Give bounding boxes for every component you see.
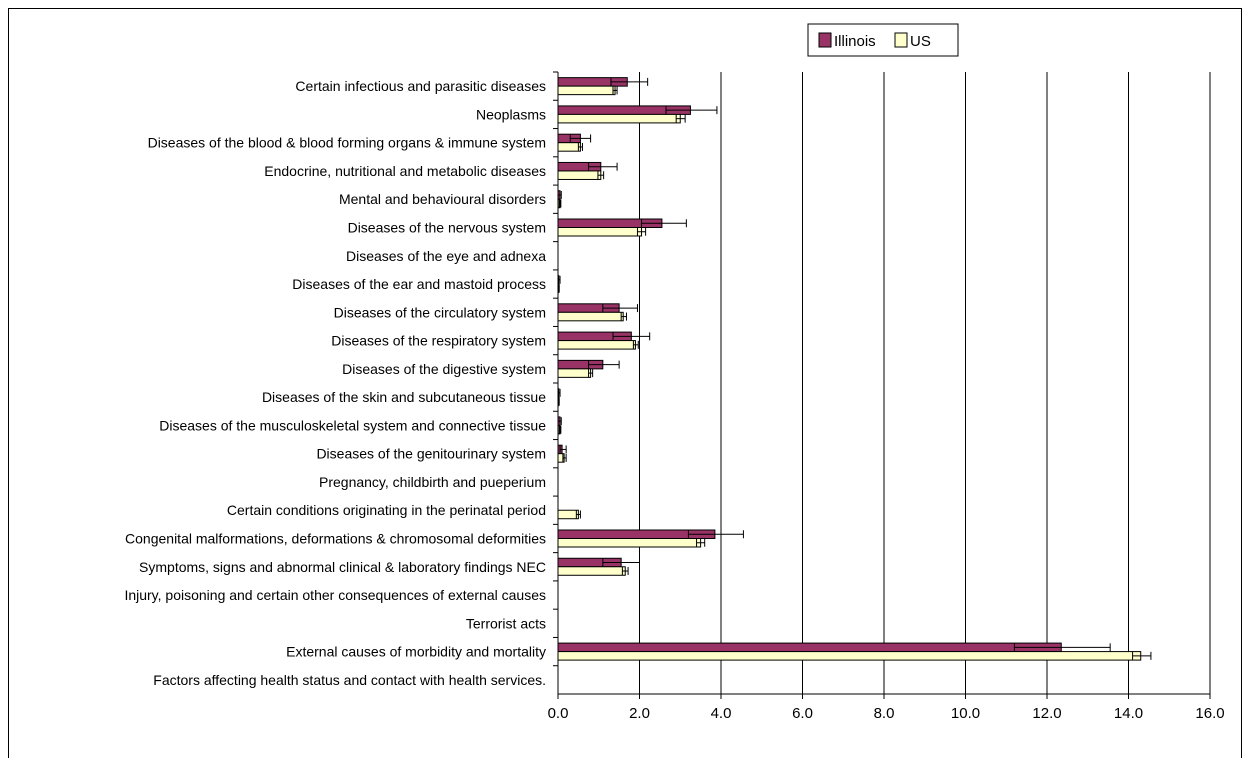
bar-us (557, 509, 579, 520)
category-label: Diseases of the circulatory system (334, 304, 546, 320)
x-tick-label: 10.0 (951, 705, 980, 722)
x-tick-label: 8.0 (874, 705, 895, 722)
bar-us (557, 538, 702, 548)
bar-illinois (557, 642, 1062, 653)
x-tick-label: 0.0 (548, 705, 569, 722)
x-tick-labels: 0.0 2.0 4.0 6.0 8.0 10.0 12.0 14.0 16.0 (548, 705, 1225, 722)
category-label: Diseases of the nervous system (348, 220, 546, 236)
category-label: Mental and behavioural disorders (339, 191, 546, 207)
x-tick-label: 16.0 (1195, 705, 1224, 722)
axes (553, 71, 1211, 699)
category-label: Symptoms, signs and abnormal clinical & … (139, 559, 546, 575)
x-tick-label: 12.0 (1032, 705, 1061, 722)
category-label: Certain conditions originating in the pe… (227, 502, 546, 518)
x-tick-label: 6.0 (792, 705, 813, 722)
category-label: Diseases of the digestive system (342, 361, 546, 377)
bar-us (557, 170, 602, 180)
bar-us (557, 311, 624, 322)
gridlines (639, 72, 1211, 694)
category-label: Diseases of the respiratory system (331, 333, 546, 349)
category-label: Injury, poisoning and certain other cons… (124, 587, 546, 603)
chart-frame (8, 8, 1242, 758)
legend-box (807, 23, 959, 57)
bar-us (557, 368, 592, 378)
x-tick-label: 4.0 (711, 705, 732, 722)
error-bars (557, 77, 1152, 660)
legend-swatch-illinois (818, 32, 832, 48)
bar-us (557, 85, 616, 96)
category-label: Diseases of the eye and adnexa (346, 248, 546, 264)
legend-label-illinois: Illinois (834, 33, 876, 50)
category-label: Neoplasms (476, 106, 546, 122)
legend-swatch-us (894, 32, 908, 48)
category-label: Factors affecting health status and cont… (153, 672, 546, 688)
category-label: Endocrine, nutritional and metabolic dis… (264, 163, 546, 179)
legend-label-us: US (910, 33, 931, 50)
legend: Illinois US (807, 23, 959, 57)
category-labels: Certain infectious and parasitic disease… (124, 78, 546, 688)
bars (557, 77, 1142, 661)
category-label: Diseases of the musculoskeletal system a… (159, 417, 546, 433)
x-tick-label: 2.0 (629, 705, 650, 722)
category-label: Certain infectious and parasitic disease… (295, 78, 546, 94)
category-label: External causes of morbidity and mortali… (286, 644, 546, 660)
category-label: Diseases of the skin and subcutaneous ti… (262, 389, 546, 405)
bar-us (557, 566, 626, 576)
bar-us (557, 340, 636, 350)
category-label: Diseases of the genitourinary system (316, 446, 546, 462)
bar-us (557, 113, 681, 124)
bar-us (557, 651, 1142, 661)
category-label: Congenital malformations, deformations &… (125, 531, 546, 547)
category-label: Diseases of the blood & blood forming or… (148, 135, 546, 151)
bar-us (557, 142, 581, 152)
bar-us (557, 227, 643, 237)
category-label: Pregnancy, childbirth and pueperium (319, 474, 546, 490)
category-label: Terrorist acts (466, 615, 546, 631)
x-tick-label: 14.0 (1114, 705, 1143, 722)
category-label: Diseases of the ear and mastoid process (292, 276, 546, 292)
